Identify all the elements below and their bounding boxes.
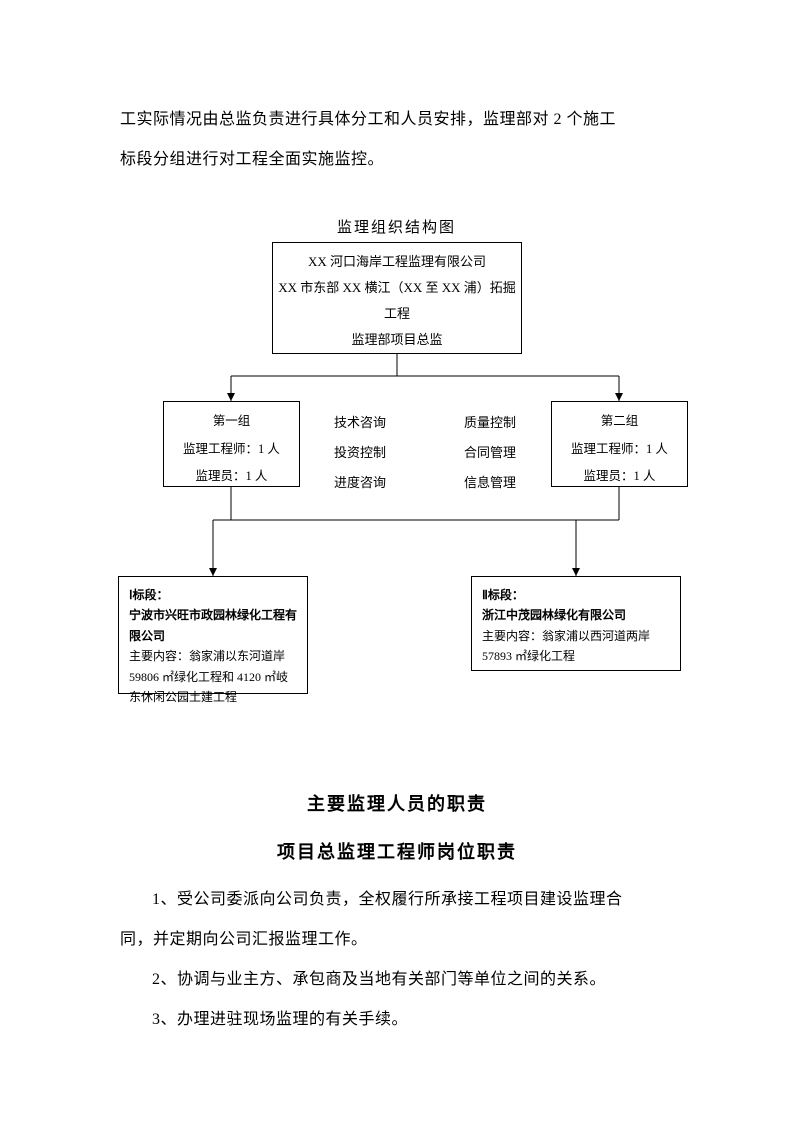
- para-2: 2、协调与业主方、承包商及当地有关部门等单位之间的关系。: [120, 960, 674, 1000]
- chart-title: 监理组织结构图: [337, 216, 456, 237]
- mid-right-l2: 合同管理: [450, 438, 530, 468]
- contract2-title: Ⅱ标段：: [482, 588, 524, 602]
- contract1-title: Ⅰ标段：: [129, 588, 169, 602]
- group1-l2: 监理员：1 人: [168, 463, 295, 491]
- intro-line1: 工实际情况由总监负责进行具体分工和人员安排，监理部对 2 个施工: [120, 100, 616, 140]
- contract1-box: Ⅰ标段： 宁波市兴旺市政园林绿化工程有限公司 主要内容：翁家浦以东河道岸 598…: [118, 576, 308, 694]
- mid-left-l3: 进度咨询: [320, 468, 400, 498]
- contract2-company: 浙江中茂园林绿化有限公司: [482, 608, 626, 622]
- contract1-content: 主要内容：翁家浦以东河道岸 59806 ㎡绿化工程和 4120 ㎡岐东休闲公园土…: [129, 649, 288, 704]
- intro-line2: 标段分组进行对工程全面实施监控。: [120, 140, 384, 180]
- group1-title: 第一组: [168, 408, 295, 436]
- top-box-l1: XX 河口海岸工程监理有限公司: [277, 249, 517, 275]
- para-1b: 同，并定期向公司汇报监理工作。: [120, 920, 674, 960]
- group1-l1: 监理工程师：1 人: [168, 436, 295, 464]
- mid-left-l2: 投资控制: [320, 438, 400, 468]
- contract1-company: 宁波市兴旺市政园林绿化工程有限公司: [129, 608, 297, 642]
- top-box-l2: XX 市东部 XX 横江（XX 至 XX 浦）拓掘: [277, 275, 517, 301]
- mid-right-col: 质量控制 合同管理 信息管理: [450, 408, 530, 498]
- para-1a: 1、受公司委派向公司负责，全权履行所承接工程项目建设监理合: [120, 880, 674, 920]
- org-top-box: XX 河口海岸工程监理有限公司 XX 市东部 XX 横江（XX 至 XX 浦）拓…: [272, 242, 522, 354]
- top-box-l4: 监理部项目总监: [277, 327, 517, 353]
- para-3: 3、办理进驻现场监理的有关手续。: [120, 1000, 674, 1040]
- heading-main: 主要监理人员的职责: [0, 790, 794, 816]
- group2-title: 第二组: [556, 408, 683, 436]
- group1-box: 第一组 监理工程师：1 人 监理员：1 人: [163, 401, 300, 487]
- contract2-box: Ⅱ标段： 浙江中茂园林绿化有限公司 主要内容：翁家浦以西河道两岸 57893 ㎡…: [471, 576, 681, 671]
- page: 工实际情况由总监负责进行具体分工和人员安排，监理部对 2 个施工 标段分组进行对…: [0, 0, 794, 1123]
- heading-sub: 项目总监理工程师岗位职责: [0, 838, 794, 864]
- mid-right-l1: 质量控制: [450, 408, 530, 438]
- mid-left-col: 技术咨询 投资控制 进度咨询: [320, 408, 400, 498]
- group2-l2: 监理员：1 人: [556, 463, 683, 491]
- top-box-l3: 工程: [277, 301, 517, 327]
- contract2-content: 主要内容：翁家浦以西河道两岸 57893 ㎡绿化工程: [482, 629, 650, 663]
- mid-right-l3: 信息管理: [450, 468, 530, 498]
- group2-box: 第二组 监理工程师：1 人 监理员：1 人: [551, 401, 688, 487]
- mid-left-l1: 技术咨询: [320, 408, 400, 438]
- group2-l1: 监理工程师：1 人: [556, 436, 683, 464]
